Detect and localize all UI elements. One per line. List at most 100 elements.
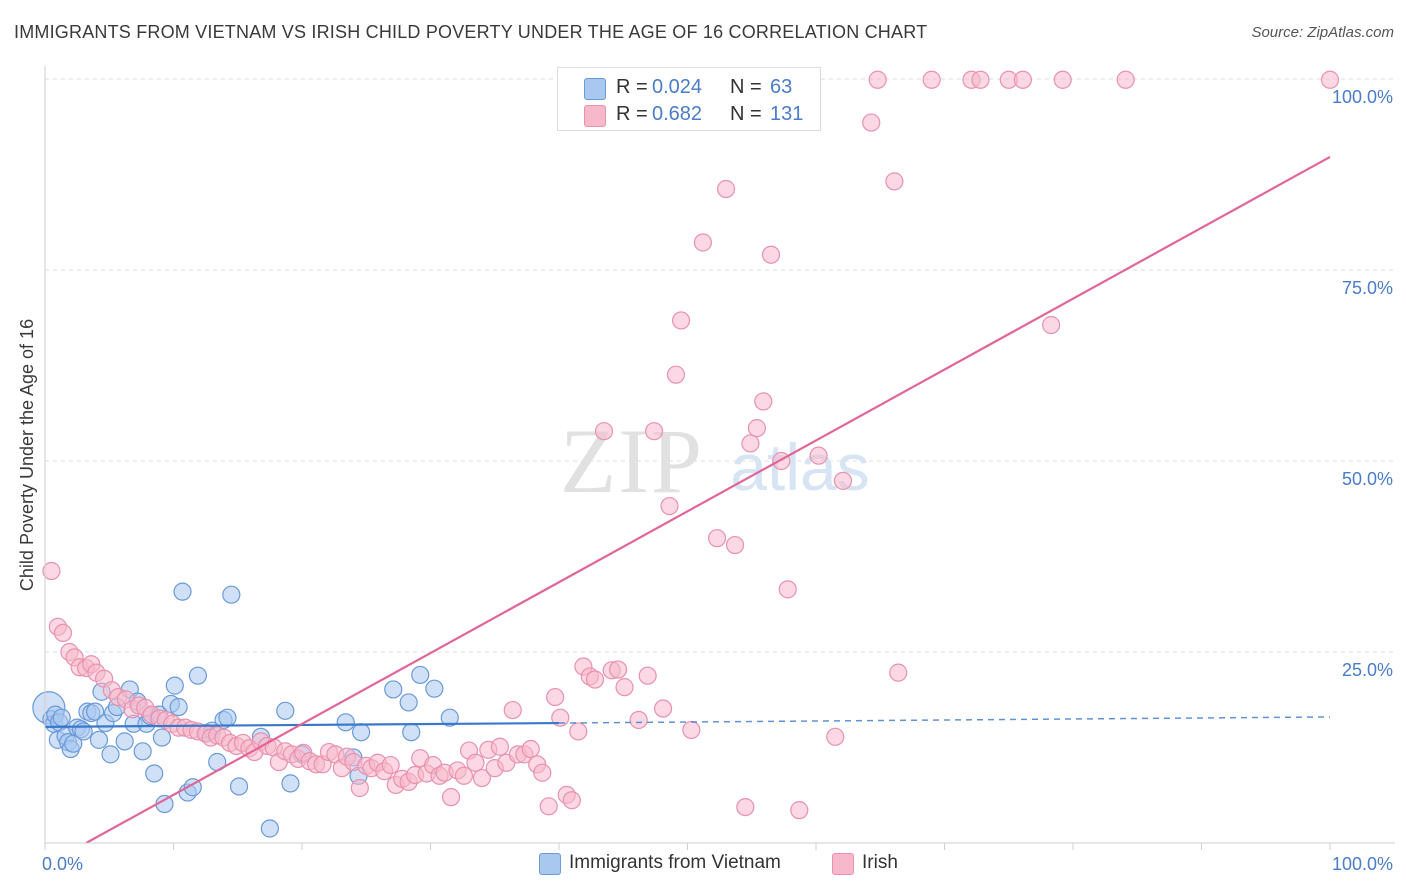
source-label: Source: ZipAtlas.com <box>1251 24 1394 41</box>
point-irish <box>585 670 605 689</box>
point-irish <box>682 720 701 740</box>
point-irish <box>741 434 760 453</box>
point-irish <box>922 70 941 89</box>
point-irish <box>539 797 558 816</box>
legend-label-irish: Irish <box>862 852 898 873</box>
y-tick-label: 50.0% <box>1342 469 1393 489</box>
point-irish <box>629 710 648 730</box>
point-irish <box>666 365 686 384</box>
point-irish <box>53 623 73 643</box>
point-irish <box>716 179 736 199</box>
watermark: ZIP atlas <box>560 410 870 512</box>
x-tick-label: 0.0% <box>42 854 83 874</box>
stats-legend: R = 0.024 N = 63 R = 0.682 N = 131 <box>557 67 821 131</box>
point-irish <box>868 70 887 89</box>
legend-r-label: R = <box>616 76 648 98</box>
point-irish <box>653 699 673 718</box>
point-vietnam <box>188 666 208 685</box>
legend-r-value: 0.024 <box>652 76 703 98</box>
legend-r-value: 0.682 <box>652 103 703 125</box>
point-irish <box>466 753 485 772</box>
point-irish <box>833 471 853 490</box>
legend-n-value: 131 <box>770 103 804 125</box>
point-vietnam <box>145 764 164 783</box>
legend-r-label: R = <box>616 103 648 125</box>
point-irish <box>42 561 61 581</box>
point-irish <box>761 245 781 264</box>
y-tick-label: 25.0% <box>1342 660 1393 680</box>
point-vietnam <box>115 732 134 751</box>
point-irish <box>615 678 634 697</box>
point-irish <box>971 70 990 89</box>
point-vietnam <box>133 742 152 761</box>
point-irish <box>644 422 664 441</box>
trend-line-vietnam-extension <box>558 716 1331 724</box>
point-irish <box>889 663 908 682</box>
point-irish <box>1053 70 1072 89</box>
x-tick-label: 100.0% <box>1332 854 1393 874</box>
tick-labels: 25.0% 50.0% 75.0% 100.0% 0.0% 100.0% <box>42 87 1393 874</box>
point-vietnam <box>425 679 444 698</box>
point-irish <box>1042 315 1061 335</box>
point-irish <box>472 768 491 788</box>
point-irish <box>826 727 845 746</box>
chart-axes <box>44 66 1395 850</box>
point-irish <box>350 778 369 798</box>
point-vietnam <box>260 819 279 838</box>
point-irish <box>790 801 809 820</box>
y-tick-label: 100.0% <box>1332 87 1393 107</box>
point-irish <box>503 700 522 720</box>
point-vietnam <box>336 713 355 732</box>
y-tick-label: 75.0% <box>1342 278 1393 298</box>
point-vietnam <box>411 665 430 685</box>
point-irish <box>725 535 745 555</box>
point-irish <box>1116 70 1135 89</box>
point-irish <box>381 755 400 775</box>
point-irish <box>533 763 552 782</box>
point-irish <box>546 687 565 707</box>
point-vietnam <box>384 680 403 699</box>
chart-title: IMMIGRANTS FROM VIETNAM VS IRISH CHILD P… <box>14 22 928 42</box>
point-vietnam <box>399 693 418 712</box>
point-irish <box>551 708 570 727</box>
legend-swatch-irish <box>584 105 606 127</box>
point-irish <box>660 496 679 516</box>
legend-n-value: 63 <box>770 76 793 98</box>
point-irish <box>569 722 588 741</box>
legend-n-label: N = <box>730 103 762 125</box>
point-vietnam <box>86 702 105 721</box>
point-vietnam <box>101 745 120 764</box>
point-vietnam <box>173 582 192 601</box>
chart-gridlines <box>45 78 1395 653</box>
y-axis-label: Child Poverty Under the Age of 16 <box>17 319 37 591</box>
point-vietnam <box>165 676 184 695</box>
point-irish <box>1320 70 1340 89</box>
watermark-zip: ZIP <box>560 410 704 512</box>
point-vietnam <box>89 730 109 749</box>
point-vietnam <box>218 708 237 727</box>
point-irish <box>454 766 474 785</box>
point-vietnam <box>52 708 71 727</box>
trend-line-irish <box>85 155 1331 844</box>
point-irish <box>707 529 727 548</box>
legend-n-label: N = <box>730 76 762 98</box>
legend-swatch-vietnam <box>584 78 606 100</box>
point-vietnam <box>440 708 459 727</box>
point-irish <box>1013 70 1032 89</box>
point-irish <box>609 660 628 679</box>
point-vietnam <box>222 585 241 604</box>
point-vietnam <box>352 723 371 742</box>
point-irish <box>885 172 904 191</box>
point-irish <box>809 446 828 465</box>
point-irish <box>862 113 881 132</box>
trend-lines <box>44 155 1331 844</box>
point-irish <box>736 797 755 817</box>
point-irish <box>441 788 461 807</box>
point-irish <box>562 791 581 810</box>
point-vietnam <box>402 723 421 742</box>
point-irish <box>638 666 657 685</box>
point-irish <box>693 233 713 252</box>
point-irish <box>521 739 540 759</box>
point-vietnam <box>152 728 172 747</box>
